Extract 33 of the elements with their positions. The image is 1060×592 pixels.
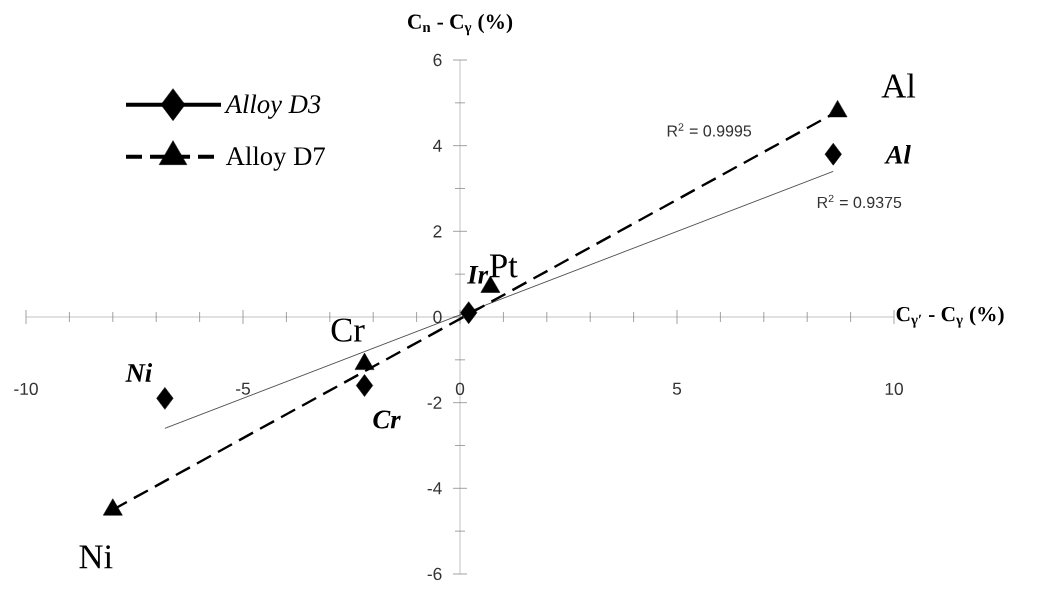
y-tick-label: -2 — [427, 396, 442, 409]
x-tick-label: -10 — [14, 382, 38, 395]
annotation: Cr — [373, 410, 401, 429]
legend-label: Alloy D3 — [224, 94, 321, 119]
annotation: Cr — [331, 318, 365, 342]
x-tick-label: 10 — [885, 382, 903, 395]
x-axis-title: C$_{γ′}$ - C$_{γ}$ (%) — [896, 306, 1004, 328]
legend-label: Alloy D7 — [225, 146, 325, 171]
point — [103, 498, 123, 516]
annotation: Ir — [467, 265, 489, 284]
annotation: Ni — [125, 363, 153, 382]
point — [460, 301, 478, 324]
annotation: R$^{2}$ = 0.9375 — [817, 194, 902, 209]
y-tick-label: -6 — [427, 567, 442, 581]
x-tick-label: 0 — [455, 382, 465, 395]
y-tick-label: 4 — [433, 139, 442, 152]
x-tick-label: -5 — [236, 382, 250, 395]
point — [827, 100, 848, 118]
annotation: Al — [884, 144, 911, 164]
annotation: Pt — [489, 254, 518, 278]
x-tick-label: 5 — [672, 382, 682, 395]
annotation: R$^{2}$ = 0.9995 — [667, 123, 752, 137]
y-tick-label: -4 — [427, 482, 442, 495]
y-tick-label: 6 — [433, 53, 442, 67]
y-tick-label: 0 — [433, 310, 442, 324]
point — [824, 142, 842, 166]
y-tick-label: 2 — [433, 225, 442, 238]
annotation: Al — [881, 73, 916, 98]
annotation: Ni — [79, 545, 113, 569]
y-axis-title: C$_{n}$ - C$_{γ}$ (%) — [408, 13, 513, 36]
point — [156, 387, 174, 410]
point — [356, 374, 374, 397]
point — [354, 352, 375, 370]
